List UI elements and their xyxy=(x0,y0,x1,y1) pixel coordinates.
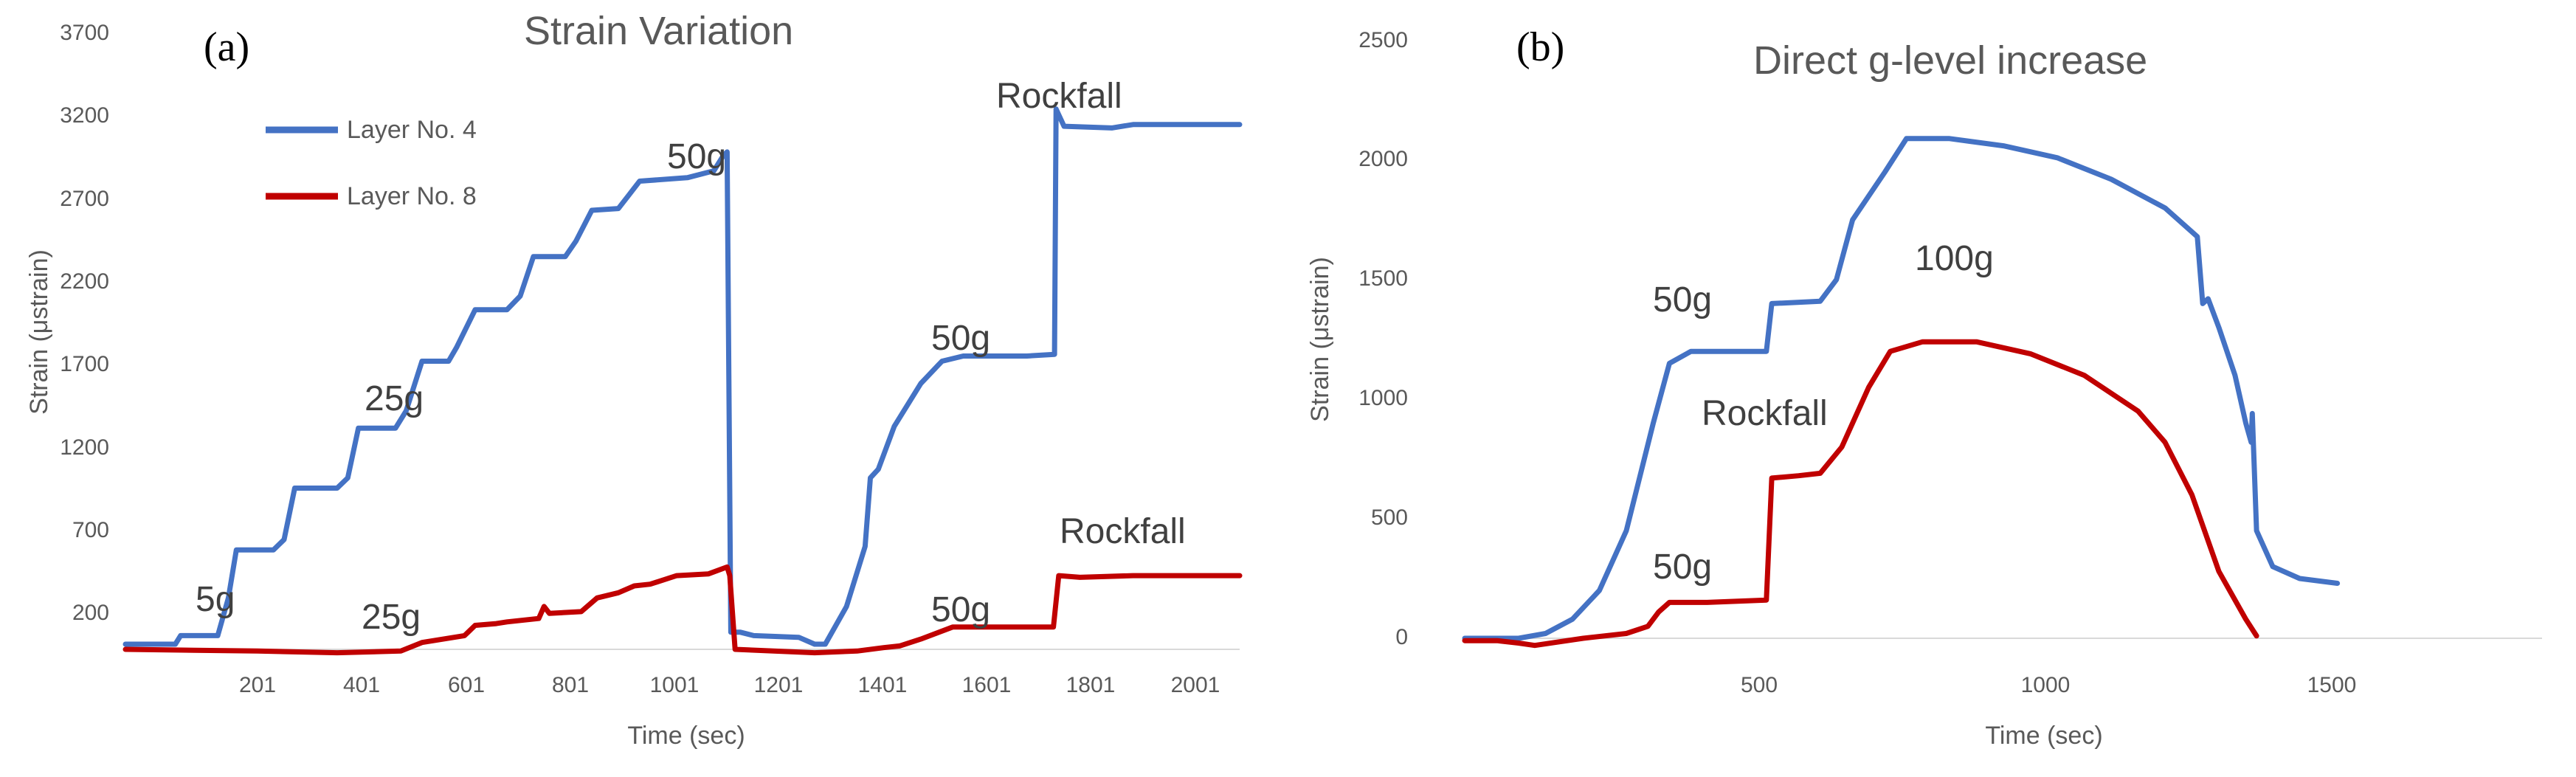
annotation-50g: 50g xyxy=(1653,280,1712,320)
panel-a-xtick: 601 xyxy=(448,673,485,697)
panel-b-annotations: 50g 100g Rockfall 50g xyxy=(1653,239,1994,587)
annotation-50g: 50g xyxy=(667,137,726,176)
annotation-25g: 25g xyxy=(365,379,424,418)
panel-a-xtick: 1001 xyxy=(650,673,700,697)
panel-a-ytick: 200 xyxy=(72,601,109,625)
panel-b-xtick: 1000 xyxy=(2021,673,2071,697)
panel-a-ytick: 2700 xyxy=(60,187,109,211)
panel-a-ytick: 700 xyxy=(72,518,109,542)
annotation-50g: 50g xyxy=(931,590,990,629)
legend-label-layer-8: Layer No. 8 xyxy=(347,182,477,210)
panel-a-x-axis-title: Time (sec) xyxy=(627,722,745,750)
panel-b-ytick: 500 xyxy=(1371,505,1408,530)
panel-b-label: (b) xyxy=(1516,24,1564,70)
panel-b-ytick: 1500 xyxy=(1358,266,1408,291)
panel-b-x-ticks: 500 1000 1500 xyxy=(1741,673,2356,697)
panel-b-y-ticks: 0 500 1000 1500 2000 2500 xyxy=(1358,28,1408,649)
panel-a: (a) Strain Variation 200 700 1200 1700 2… xyxy=(25,9,1243,750)
annotation-50g: 50g xyxy=(1653,548,1712,587)
panel-b-y-axis-title: Strain (μstrain) xyxy=(1306,257,1334,422)
panel-b-title: Direct g-level increase xyxy=(1753,38,2147,83)
legend-label-layer-4: Layer No. 4 xyxy=(347,116,477,144)
panel-a-xtick: 1201 xyxy=(754,673,804,697)
panel-a-series xyxy=(122,106,1243,656)
panel-a-xtick: 2001 xyxy=(1171,673,1220,697)
series-line-layer-no-8 xyxy=(1462,339,2259,649)
panel-b-x-axis-title: Time (sec) xyxy=(1985,722,2102,750)
annotation-25g: 25g xyxy=(362,598,421,637)
annotation-rockfall: Rockfall xyxy=(996,77,1122,116)
panel-a-label: (a) xyxy=(204,24,249,70)
annotation-5g: 5g xyxy=(196,580,235,619)
panel-b-xtick: 500 xyxy=(1741,673,1778,697)
panel-a-y-ticks: 200 700 1200 1700 2200 2700 3200 3700 xyxy=(60,21,109,625)
panel-a-xtick: 201 xyxy=(239,673,276,697)
panel-a-xtick: 1401 xyxy=(858,673,908,697)
panel-a-annotations: 5g 25g 25g 50g 50g 50g Rockfall Rockfall xyxy=(196,77,1186,637)
panel-a-ytick: 3700 xyxy=(60,21,109,45)
panel-b-xtick: 1500 xyxy=(2307,673,2357,697)
panel-b-ytick: 1000 xyxy=(1358,386,1408,410)
panel-a-title: Strain Variation xyxy=(524,9,793,53)
panel-a-y-axis-title: Strain (μstrain) xyxy=(25,249,53,415)
panel-a-ytick: 1700 xyxy=(60,352,109,376)
panel-a-ytick: 3200 xyxy=(60,103,109,128)
panel-a-xtick: 401 xyxy=(343,673,380,697)
panel-a-x-ticks: 201 401 601 801 1001 1201 1401 1601 1801… xyxy=(239,673,1220,697)
panel-a-xtick: 801 xyxy=(552,673,589,697)
panel-a-legend: Layer No. 4 Layer No. 8 xyxy=(266,116,477,210)
panel-a-ytick: 2200 xyxy=(60,269,109,294)
annotation-rockfall: Rockfall xyxy=(1060,512,1186,551)
panel-b-ytick: 0 xyxy=(1395,625,1408,649)
panel-a-ytick: 1200 xyxy=(60,435,109,460)
annotation-rockfall: Rockfall xyxy=(1702,394,1828,433)
annotation-50g: 50g xyxy=(931,319,990,358)
panel-b-series xyxy=(1462,136,2542,649)
panel-b: (b) Direct g-level increase 0 500 1000 1… xyxy=(1306,24,2542,750)
series-line-layer-no-8 xyxy=(122,564,1243,656)
panel-a-xtick: 1801 xyxy=(1066,673,1116,697)
series-line-layer-no-4 xyxy=(122,106,1243,647)
panel-b-ytick: 2500 xyxy=(1358,28,1408,52)
annotation-100g: 100g xyxy=(1915,239,1994,278)
panel-a-xtick: 1601 xyxy=(962,673,1012,697)
panel-b-ytick: 2000 xyxy=(1358,147,1408,171)
series-line-layer-no-4 xyxy=(1462,136,2341,641)
